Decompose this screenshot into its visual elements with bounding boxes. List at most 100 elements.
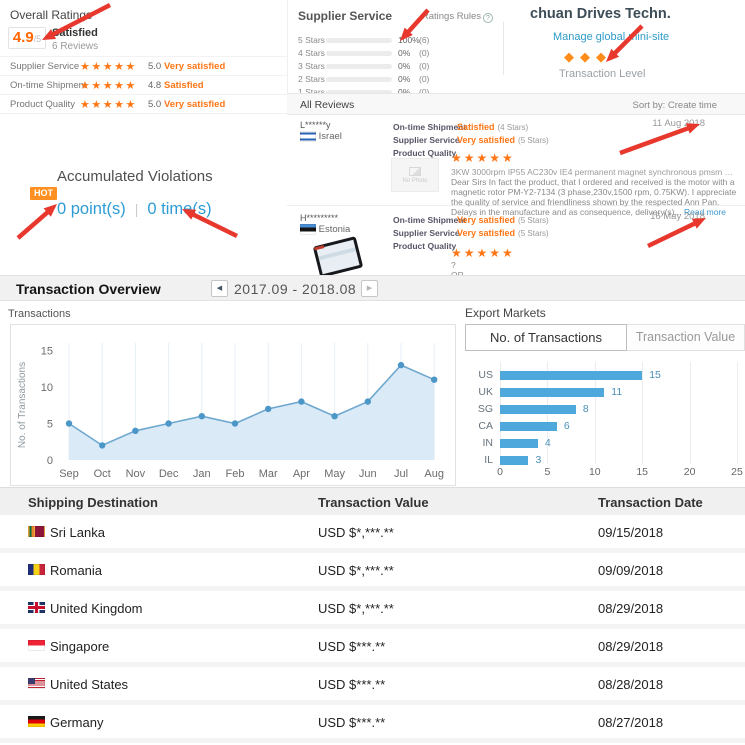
star-rating-icons: ★★★★★	[80, 99, 137, 111]
data-point	[65, 420, 73, 427]
tab-no-of-transactions[interactable]: No. of Transactions	[465, 324, 627, 351]
y-tick-label: 0	[47, 455, 53, 467]
star-distribution-row: 5 Stars 100% (6)	[288, 34, 504, 47]
x-tick-label: May	[324, 468, 345, 480]
star-rating-icons: ★★★★★	[80, 80, 137, 92]
period-prev-button[interactable]: ◀	[211, 280, 228, 297]
table-row: Sri Lanka USD $*,***.** 09/15/2018	[0, 515, 745, 553]
distribution-label: 2 Stars	[298, 74, 325, 84]
distribution-percent: 0%	[398, 74, 411, 84]
review-rating-value: Very satisfied	[457, 135, 516, 145]
ratings-rules-label: Ratings Rules	[421, 11, 481, 22]
review-rating-label: On-time Shipment	[393, 215, 467, 225]
flag-us-icon	[28, 678, 45, 689]
overall-rating-rows: Supplier Service ★★★★★ 5.0 Very satisfied On…	[0, 56, 287, 113]
review-star-icons: ★★★★★	[451, 246, 515, 260]
data-point	[431, 376, 438, 383]
review-star-icons: ★★★★★	[451, 151, 515, 165]
destination-cell: Romania	[50, 563, 103, 578]
distribution-label: 4 Stars	[298, 48, 325, 58]
ratings-rules-link[interactable]: Ratings Rules?	[422, 11, 493, 23]
manage-minisite-link[interactable]: Manage global mini-site	[553, 31, 670, 43]
data-point	[99, 442, 106, 449]
transactions-table-rows: Sri Lanka USD $*,***.** 09/15/2018 Romania U…	[0, 515, 745, 743]
star-distribution-row: 3 Stars 0% (0)	[288, 60, 504, 73]
y-axis-title: No. of Transactions	[17, 362, 28, 448]
overall-score-max: /5	[33, 34, 42, 44]
buyer-name: L******y	[300, 120, 331, 130]
bar-us	[500, 371, 643, 380]
reviews-list: L******y Israel On-time ShipmentSatisfied…	[287, 115, 745, 276]
data-point	[265, 405, 272, 413]
bar-uk	[500, 388, 605, 397]
bar-category-label: IL	[484, 454, 493, 466]
overall-reviews-count: 6 Reviews	[52, 41, 99, 52]
value-cell: USD $*,***.**	[318, 525, 394, 540]
distribution-label: 3 Stars	[298, 61, 325, 71]
review-rating-row: Supplier ServiceVery satisfied (5 Stars)	[393, 223, 549, 238]
x-tick-label: Sep	[59, 468, 79, 480]
data-point	[132, 427, 139, 434]
flag-singapore-icon	[28, 640, 45, 651]
bar-grid-line	[689, 362, 691, 464]
review-text-body: Dear Sirs In fact the product, that I or…	[451, 177, 737, 217]
sort-by-control[interactable]: Sort by: Create time	[632, 100, 717, 111]
date-cell: 08/28/2018	[598, 677, 664, 692]
review-rating-stars-text: (5 Stars)	[518, 136, 549, 145]
y-tick-label: 15	[41, 346, 53, 358]
date-cell: 09/09/2018	[598, 563, 664, 578]
data-point	[364, 398, 371, 405]
header-transaction-value: Transaction Value	[318, 495, 429, 510]
data-point	[298, 398, 305, 405]
x-tick-label: Oct	[94, 468, 111, 480]
violation-points-link[interactable]: 0 point(s)	[57, 200, 126, 218]
distribution-count: (0)	[419, 87, 430, 97]
x-tick-label: Mar	[259, 468, 278, 480]
buyer-name: H*********	[300, 213, 339, 223]
bar-category-label: IN	[482, 437, 494, 449]
star-distribution-row: 2 Stars 0% (0)	[288, 73, 504, 86]
review-rating-row: On-time ShipmentSatisfied (4 Stars)	[393, 117, 549, 132]
bar-x-tick-label: 0	[497, 466, 503, 478]
y-tick-label: 10	[41, 382, 53, 394]
read-more-link[interactable]: Read more	[683, 207, 726, 217]
tab-transaction-value[interactable]: Transaction Value	[627, 324, 745, 351]
rating-row-label: Product Quality	[10, 99, 75, 110]
review-rating-rows: On-time ShipmentVery satisfied (5 Stars) S…	[393, 210, 549, 251]
flag-germany-icon	[28, 716, 45, 727]
review-text: Dear Sirs In fact the product, that I or…	[451, 177, 741, 217]
x-tick-label: Jun	[359, 468, 377, 480]
distribution-percent: 100%	[398, 35, 420, 45]
country-name: Estonia	[316, 224, 351, 236]
diamond-icon: ◆	[596, 49, 612, 64]
bar-x-tick-label: 10	[588, 466, 601, 478]
transaction-overview-title: Transaction Overview	[16, 281, 161, 297]
table-row: United States USD $***.** 08/28/2018	[0, 667, 745, 705]
bar-x-tick-label: 20	[683, 466, 696, 478]
review-rating-value: Very satisfied	[457, 228, 516, 238]
review-rating-stars-text: (4 Stars)	[497, 123, 529, 132]
distribution-percent: 0%	[398, 48, 411, 58]
review-rating-row: On-time ShipmentVery satisfied (5 Stars)	[393, 210, 549, 225]
bar-category-label: SG	[477, 403, 493, 415]
review-product-title[interactable]: 3KW 3000rpm IP55 AC230v IE4 permanent ma…	[451, 167, 736, 177]
distribution-bar-track	[326, 51, 392, 56]
bar-category-label: US	[478, 369, 493, 381]
review-rating-stars-text: (5 Stars)	[518, 216, 549, 225]
review-rating-row: Product Quality	[393, 143, 549, 158]
star-distribution-row: 4 Stars 0% (0)	[288, 47, 504, 60]
bar-value-label: 4	[544, 437, 551, 449]
table-row: Singapore USD $***.** 08/29/2018	[0, 629, 745, 667]
violation-times-link[interactable]: 0 time(s)	[147, 200, 212, 218]
overall-score-label: Satisfied	[52, 27, 98, 39]
period-label: 2017.09 - 2018.08	[234, 281, 357, 297]
help-icon[interactable]: ?	[483, 13, 493, 23]
rating-status: Very satisfied	[164, 61, 226, 72]
bar-category-label: UK	[478, 386, 493, 398]
violations-title: Accumulated Violations	[57, 168, 213, 185]
review-text-body: ? OR	[451, 260, 464, 276]
period-next-button[interactable]: ▶	[361, 280, 378, 297]
x-tick-label: Jul	[394, 468, 408, 480]
review-rating-row: Product Quality	[393, 236, 549, 251]
line-chart-svg: 0 5 10 15 Sep Oct Nov Dec Jan Feb Mar Apr May Jun Jul A…	[17, 343, 444, 480]
